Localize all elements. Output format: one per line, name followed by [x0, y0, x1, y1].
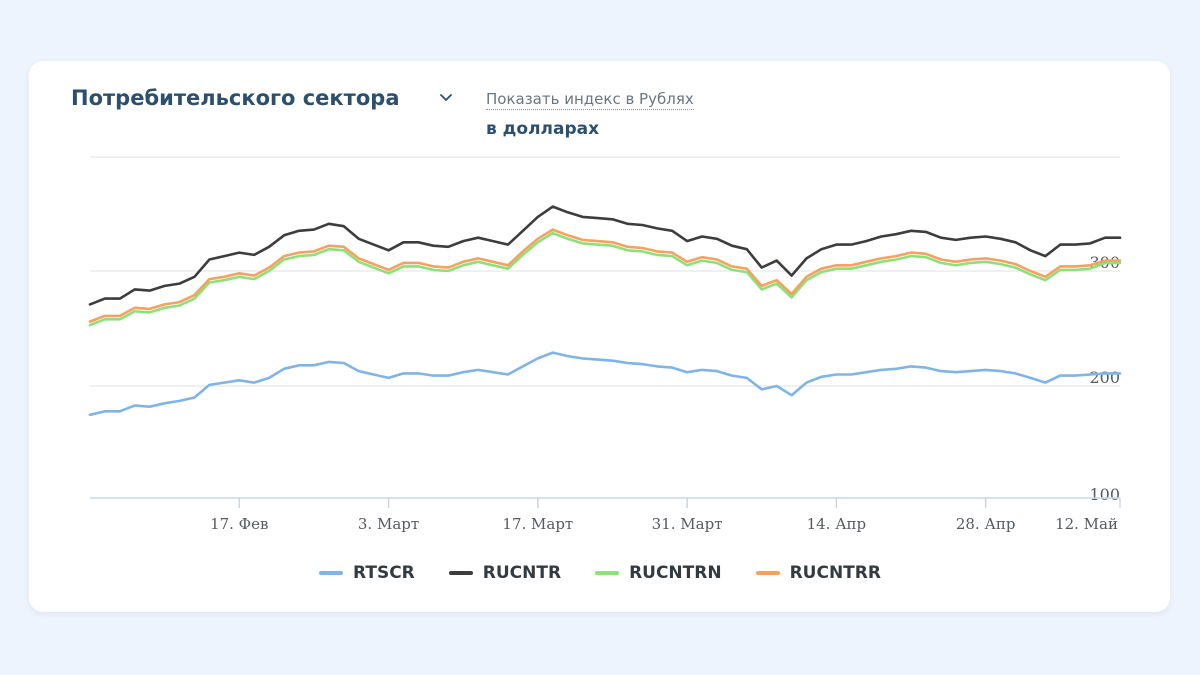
- x-tick-label-3: 31. Март: [652, 515, 723, 533]
- legend-swatch: [319, 571, 344, 575]
- currency-active-label: в долларах: [486, 119, 600, 139]
- chart-legend: RTSCR RUCNTR RUCNTRN RUCNTRR: [0, 563, 1200, 583]
- chart-card: [29, 61, 1170, 612]
- y-tick-label-200: 200: [1089, 368, 1120, 387]
- chevron-down-icon[interactable]: [437, 89, 455, 107]
- x-tick-label-5: 28. Апр: [956, 515, 1016, 533]
- sector-title: Потребительского сектора: [71, 86, 400, 110]
- legend-label: RUCNTRR: [789, 563, 881, 583]
- legend-item-rtscr[interactable]: RTSCR: [319, 563, 415, 583]
- legend-swatch: [448, 571, 473, 575]
- y-tick-label-100: 100: [1089, 485, 1120, 504]
- series-line-rtscr: [88, 351, 1122, 417]
- legend-swatch: [755, 571, 780, 575]
- series-line-rucntr: [88, 205, 1122, 306]
- legend-item-rucntrn[interactable]: RUCNTRN: [595, 563, 722, 583]
- legend-label: RUCNTRN: [629, 563, 722, 583]
- x-tick-label-6: 12. Май: [1055, 515, 1118, 533]
- x-tick-label-4: 14. Апр: [807, 515, 867, 533]
- legend-label: RTSCR: [353, 563, 415, 583]
- legend-swatch: [595, 571, 620, 575]
- x-tick-label-0: 17. Фев: [210, 515, 268, 533]
- x-tick-label-2: 17. Март: [502, 515, 573, 533]
- currency-toggle-link[interactable]: Показать индекс в Рублях: [486, 90, 694, 110]
- series-line-rucntrn: [88, 231, 1122, 327]
- series-line-rucntrr: [88, 228, 1122, 323]
- legend-label: RUCNTR: [482, 563, 562, 583]
- legend-item-rucntrr[interactable]: RUCNTRR: [755, 563, 881, 583]
- legend-item-rucntr[interactable]: RUCNTR: [448, 563, 562, 583]
- x-tick-label-1: 3. Март: [358, 515, 419, 533]
